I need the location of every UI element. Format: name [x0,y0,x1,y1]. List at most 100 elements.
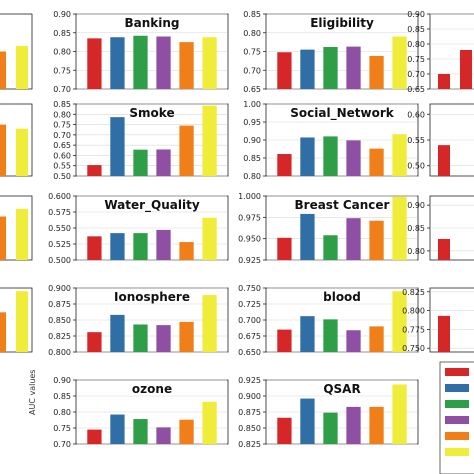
panel-title: Eligibility [310,16,374,30]
bar [110,233,125,260]
bar [300,137,315,176]
partial-panel-5: 0.90 0.85 0.80 [407,195,474,261]
bar [277,154,292,176]
bar [156,149,171,176]
legend-swatch [445,384,469,392]
tick-label: 0.750 [238,284,261,293]
bar [87,165,102,176]
tick-label: 0.70 [53,440,71,449]
tick-label: 0.900 [238,392,261,401]
bar [110,117,125,176]
tick-label: 0.70 [407,70,425,79]
bar [438,145,450,176]
tick-label: 0.90 [243,136,261,145]
bar [392,36,407,89]
bar [392,384,407,444]
bar [202,37,217,89]
bar [156,325,171,352]
bar [323,136,338,176]
tick-label: 0.85 [53,100,71,109]
partial-panel-1: 0.90 0.85 0.80 0.75 0.70 0.65 [407,10,474,94]
bar [16,291,28,352]
bar [277,329,292,352]
tick-label: 0.600 [48,192,71,201]
bar [87,332,102,352]
tick-label: 0.80 [243,172,261,181]
chart-panel-3: 0.80 0.85 0.90 0.95 1.00 Social_Network [243,100,419,181]
panel-title: Water_Quality [104,198,200,213]
tick-label: 0.75 [53,66,71,75]
bar [300,213,315,260]
legend-swatch [445,448,469,456]
tick-label: 0.80 [53,48,71,57]
bar [87,236,102,260]
y-axis-label: AUC values [28,369,37,415]
bar [16,128,28,176]
tick-label: 0.80 [243,29,261,38]
tick-label: 0.80 [53,110,71,119]
tick-label: 0.90 [53,10,71,19]
tick-label: 1.00 [243,100,261,109]
bar [133,149,148,176]
bar [0,312,6,352]
tick-label: 0.850 [238,424,261,433]
tick-label: 0.725 [238,300,261,309]
tick-label: 0.75 [53,121,71,130]
bar [277,52,292,89]
bar [133,35,148,89]
bar [323,47,338,89]
bar [179,242,194,260]
tick-label: 0.85 [243,10,261,19]
tick-label: 0.70 [53,131,71,140]
tick-label: 0.95 [243,118,261,127]
tick-label: 0.90 [407,201,425,210]
plot-frame [429,287,474,353]
bar [179,419,194,444]
bar [16,45,28,89]
partial-panel-7: 0.825 0.800 0.775 0.750 [402,287,474,353]
tick-label: 0.50 [53,172,71,181]
bar [156,229,171,260]
chart-panel-9: 0.825 0.850 0.875 0.900 0.925 QSAR [238,376,419,449]
tick-label: 0.925 [238,376,261,385]
chart-panel-8: 0.70 0.75 0.80 0.85 0.90 ozone [53,376,229,449]
tick-label: 0.800 [48,348,71,357]
tick-label: 0.825 [48,332,71,341]
tick-label: 0.55 [407,136,425,145]
tick-label: 0.925 [238,256,261,265]
tick-label: 0.700 [238,316,261,325]
tick-label: 0.90 [407,10,425,19]
bar [156,36,171,89]
bar [110,314,125,352]
tick-label: 0.75 [407,55,425,64]
tick-label: 0.525 [48,240,71,249]
chart-panel-6: 0.800 0.825 0.850 0.875 0.900 Ionosphere [48,284,229,357]
tick-label: 0.65 [53,141,71,150]
panel-title: Smoke [129,106,174,120]
bar [0,51,6,89]
chart-panel-4: 0.500 0.525 0.550 0.575 0.600 Water_Quality [48,192,229,265]
tick-label: 0.90 [53,376,71,385]
bar [438,74,450,89]
panel-title: Social_Network [290,106,394,121]
bar [369,56,384,89]
panel-title: QSAR [323,382,360,396]
bar [179,42,194,89]
tick-label: 0.60 [407,110,425,119]
chart-panel-7: 0.650 0.675 0.700 0.725 0.750 blood [238,284,419,357]
tick-label: 0.85 [407,25,425,34]
bar [156,427,171,444]
tick-label: 0.825 [238,440,261,449]
bar [0,216,6,260]
bar [300,49,315,89]
partial-panel-6 [0,287,33,353]
tick-label: 0.65 [243,85,261,94]
bar [346,140,361,176]
tick-label: 0.875 [238,408,261,417]
partial-panel-2 [0,103,33,177]
bar [300,398,315,444]
panel-title: Breast Cancer [295,198,390,212]
tick-label: 0.50 [407,162,425,171]
legend [439,361,474,474]
